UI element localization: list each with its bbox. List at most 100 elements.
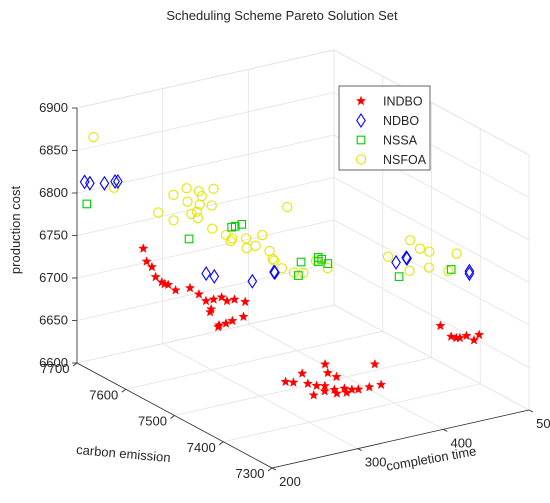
data-point-nsfoa [182,196,193,207]
box-edge [333,49,530,156]
grid-line [174,357,432,416]
grid-line [76,177,335,236]
data-point-indbo [331,388,342,398]
data-point-ndbo [247,273,258,289]
data-point-nsfoa [168,189,179,201]
series-nssa [82,199,456,281]
x-tick-mark [271,467,277,471]
x-tick-label: 200 [279,474,301,489]
data-point-nssa [317,254,326,264]
grid-line [125,330,383,390]
data-point-nssa [82,199,92,209]
x-axis-line [271,409,530,469]
data-point-nssa [394,272,404,281]
x-tick-mark [528,409,534,413]
data-point-indbo [474,329,485,340]
data-point-nsfoa [153,207,164,218]
legend-marker-nssa [356,135,366,145]
data-point-indbo [468,334,480,345]
x-tick-label: 400 [450,435,472,450]
data-point-nsfoa [443,265,454,277]
data-point-indbo [227,315,238,326]
y-tick-mark [72,362,78,367]
data-point-indbo [339,383,350,393]
data-point-ndbo [464,263,475,279]
data-point-ndbo [110,173,120,190]
legend[interactable]: INDBO NDBO NSSA NSFOA [338,85,431,171]
x-tick-mark [443,428,448,432]
data-point-nssa [184,234,194,244]
data-point-nsfoa [208,183,219,194]
data-point-indbo [346,384,357,395]
data-point-indbo [322,367,333,378]
data-point-nssa [237,220,247,229]
data-point-indbo [216,291,227,302]
data-point-ndbo [99,175,110,191]
data-point-nsfoa [191,206,202,217]
series-indbo [138,243,485,400]
y-tick-mark [170,415,175,419]
y-tick-label: 7500 [138,414,167,429]
data-point-indbo [451,332,462,343]
y-tick-label: 7700 [41,361,70,376]
data-point-ndbo [464,266,475,282]
z-tick-label: 6600 [39,355,68,370]
grid-line [76,92,335,151]
data-point-nssa [446,265,456,274]
data-point-ndbo [270,265,280,281]
data-point-indbo [141,256,152,266]
data-point-nsfoa [322,262,333,274]
data-point-indbo [353,384,364,394]
data-point-indbo [146,261,158,272]
data-point-nsfoa [404,235,416,246]
data-point-nsfoa [404,265,415,276]
data-point-nsfoa [88,132,99,143]
data-point-nssa [323,259,333,268]
z-tick-label: 6900 [39,100,68,115]
data-point-nsfoa [382,251,394,262]
legend-label-nsfoa: NSFOA [383,153,427,167]
y-tick-label: 7400 [187,440,216,455]
data-point-indbo [369,358,380,369]
data-point-indbo [159,278,170,289]
grid-line [76,134,335,194]
grid-line [333,304,530,411]
series-ndbo [79,173,475,289]
data-point-nsfoa [225,235,236,247]
data-point-nsfoa [206,200,217,211]
data-point-indbo [311,380,322,391]
legend-box [338,85,431,171]
data-point-ndbo [113,173,123,190]
y-axis-ticks: 7300 7400 7500 7600 7700 [41,361,273,481]
data-point-indbo [200,295,212,306]
x-tick-mark [357,448,362,452]
x-tick-label: 300 [365,455,387,470]
data-point-indbo [220,318,232,328]
data-point-indbo [205,306,216,317]
data-point-nssa [230,221,240,231]
data-point-indbo [240,296,251,307]
data-point-indbo [302,378,313,389]
data-point-nsfoa [423,262,435,273]
data-point-ndbo [391,254,401,270]
data-point-nsfoa [257,229,268,241]
grid-line [76,219,335,279]
data-point-indbo [319,385,330,396]
chart-title: Scheduling Scheme Pareto Solution Set [166,8,398,23]
grid-line [76,262,335,321]
data-point-indbo [221,295,233,306]
data-point-nsfoa [282,201,293,213]
grid-line [333,177,530,283]
data-point-nsfoa [194,199,205,210]
data-point-nssa [296,257,306,267]
data-point-nsfoa [414,243,426,254]
data-point-indbo [320,358,331,369]
legend-label-nssa: NSSA [383,134,418,148]
z-tick-label: 6700 [39,270,68,285]
legend-label-indbo: INDBO [383,95,423,109]
data-point-nsfoa [193,186,205,197]
data-point-indbo [138,243,149,253]
data-point-nsfoa [451,248,462,259]
x-axis-ticks: 200 300 400 500 [271,409,550,489]
data-point-nsfoa [276,263,288,274]
